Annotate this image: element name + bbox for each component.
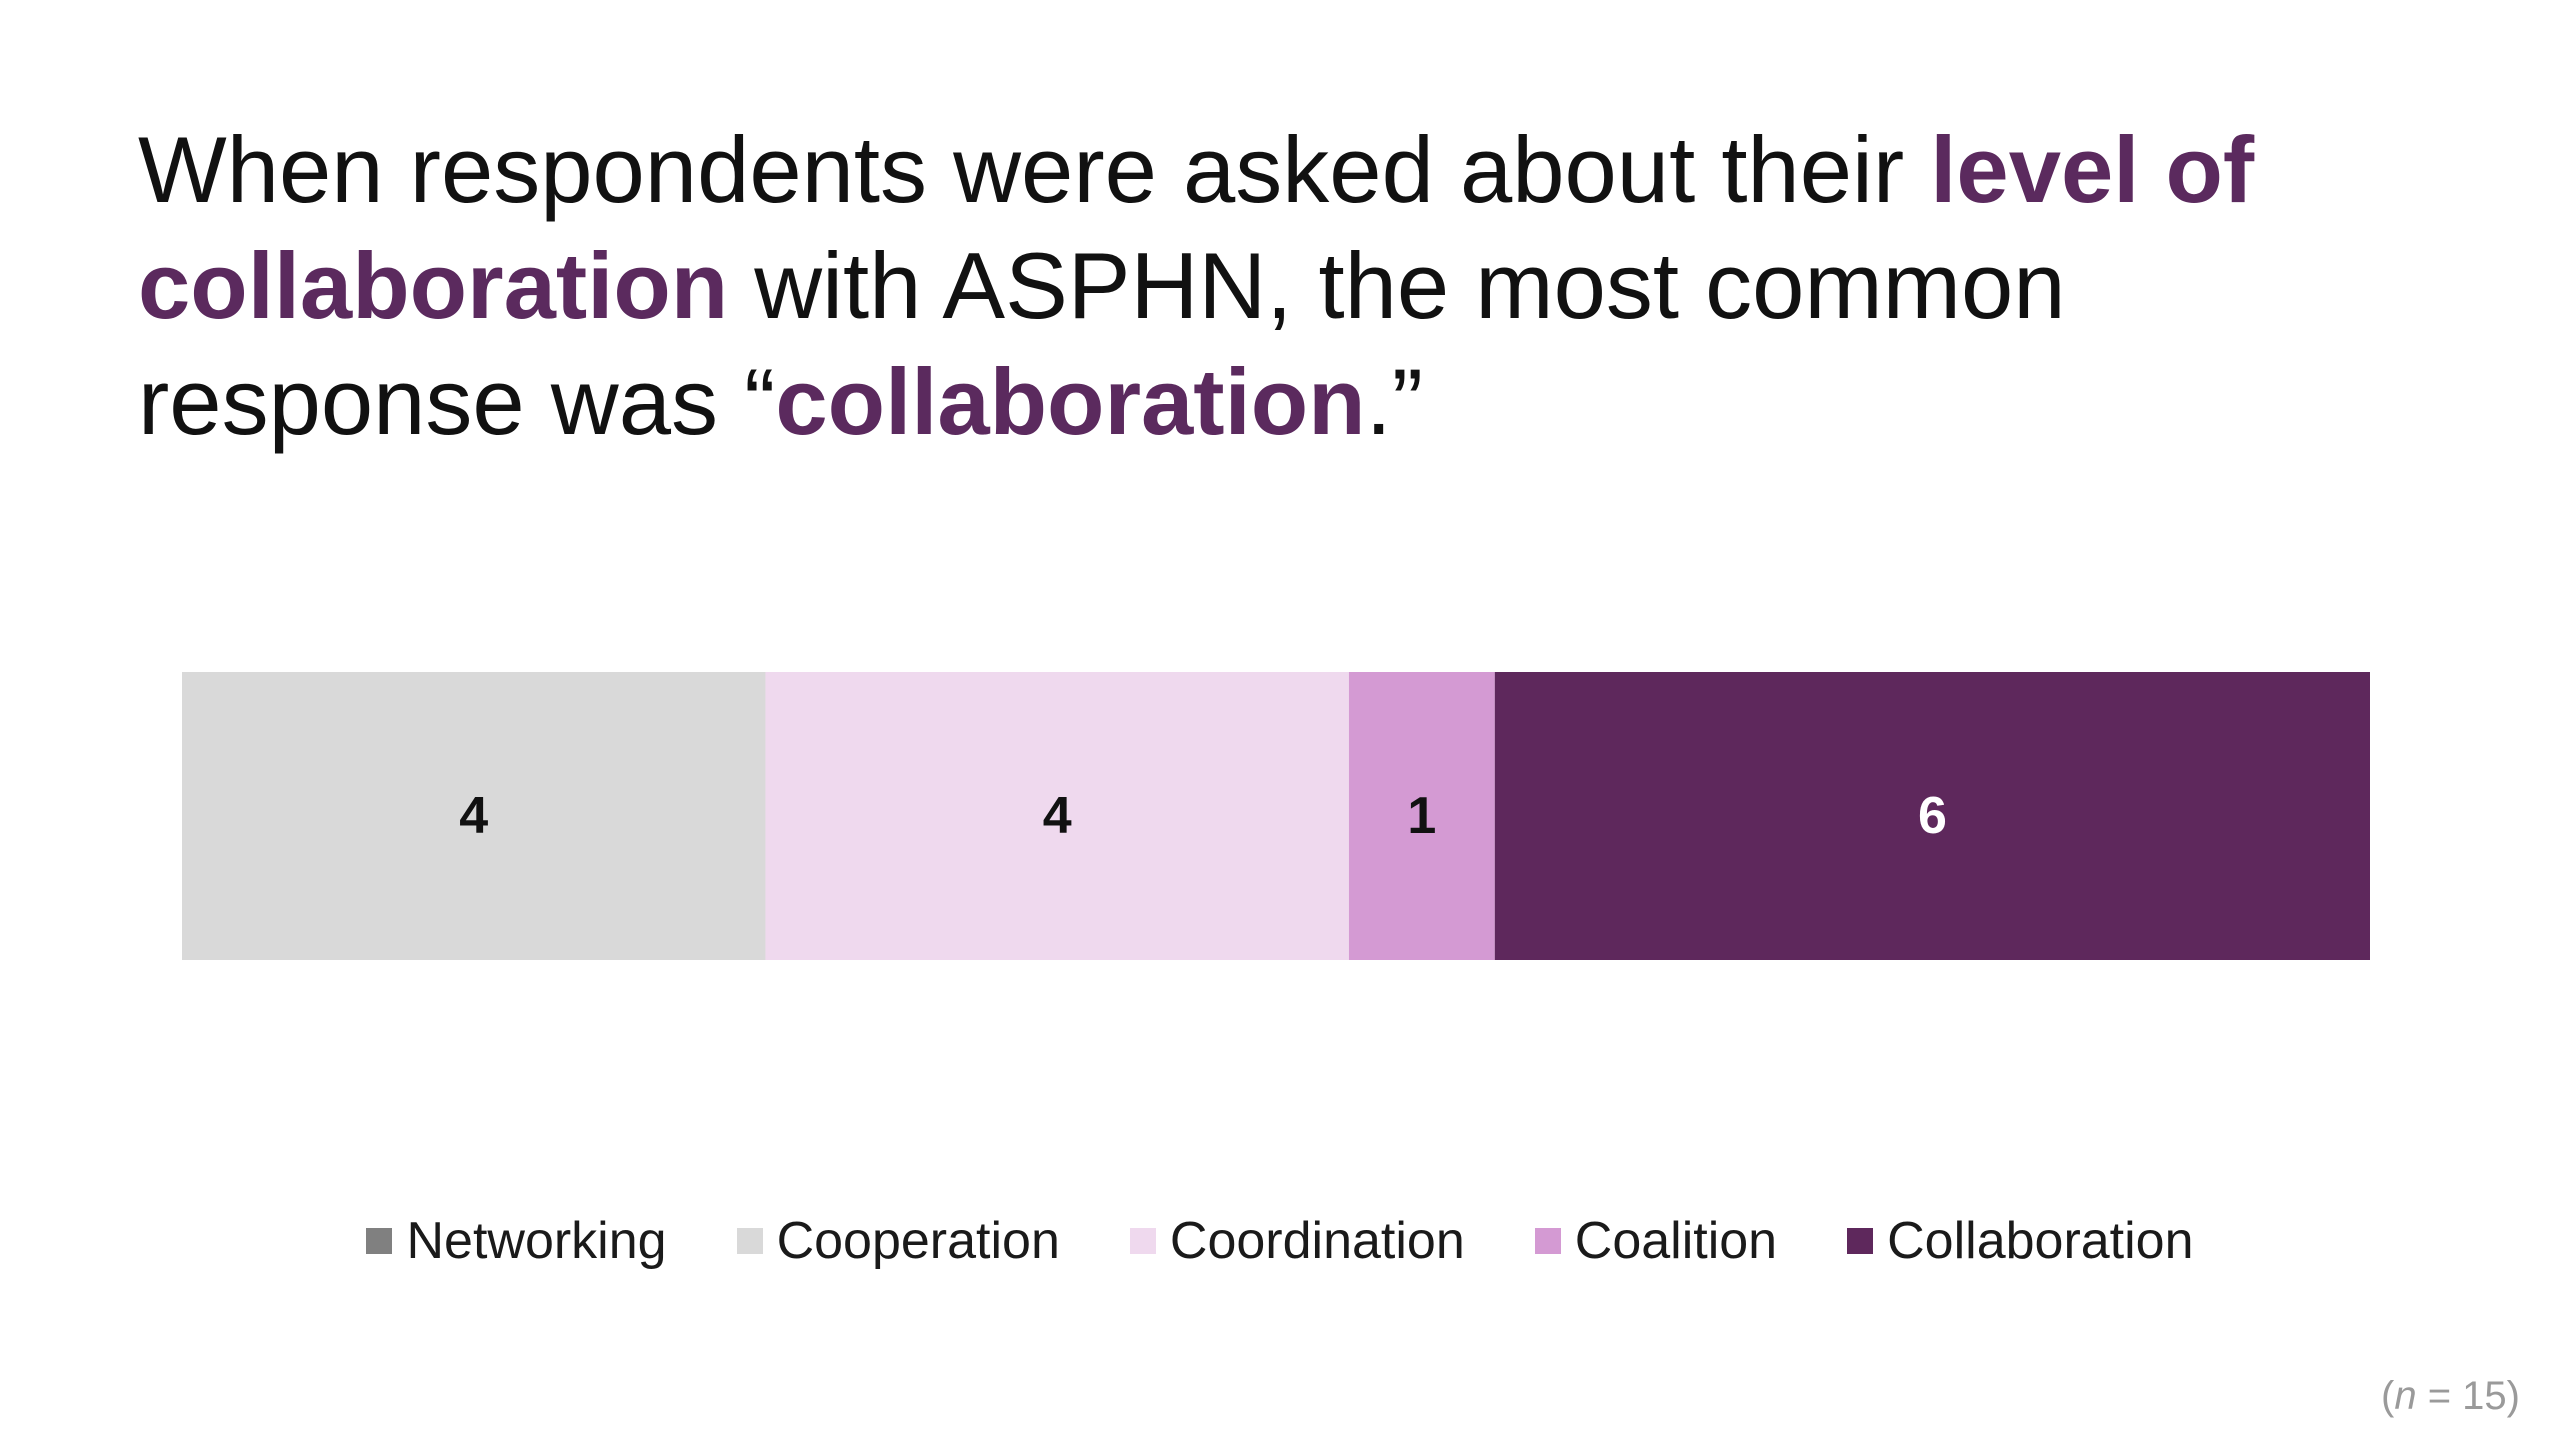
- legend-item-networking: Networking: [366, 1211, 667, 1271]
- legend-label-coalition: Coalition: [1574, 1212, 1778, 1270]
- headline-text-2: with ASPHN, the most common response was…: [138, 233, 2066, 454]
- bar-segments: 4 4 1 6: [182, 672, 2370, 960]
- bar-segment-cooperation: [182, 672, 766, 960]
- footnote-open: (: [2381, 1374, 2395, 1418]
- footnote-n-symbol: n: [2394, 1374, 2417, 1418]
- legend-swatch-coordination: [1129, 1228, 1156, 1254]
- data-label-coordination: 4: [1043, 787, 1072, 845]
- legend-item-coalition: Coalition: [1534, 1211, 1778, 1271]
- headline-highlight-collaboration: collaboration: [775, 349, 1366, 454]
- legend-swatch-cooperation: [736, 1228, 763, 1254]
- page-title: When respondents were asked about their …: [138, 112, 2438, 460]
- sample-size-note: (n = 15): [2381, 1374, 2520, 1419]
- legend-item-coordination: Coordination: [1129, 1211, 1465, 1271]
- footnote-rest: = 15): [2416, 1374, 2520, 1418]
- legend-label-cooperation: Cooperation: [776, 1212, 1060, 1270]
- data-label-collaboration: 6: [1918, 787, 1947, 845]
- legend-label-collaboration: Collaboration: [1887, 1212, 2194, 1270]
- bar-segment-collaboration: [1494, 672, 2370, 960]
- headline-text-1: When respondents were asked about their: [138, 117, 1931, 222]
- legend-swatch-collaboration: [1847, 1228, 1874, 1254]
- legend-item-cooperation: Cooperation: [736, 1211, 1060, 1271]
- legend-label-networking: Networking: [406, 1212, 667, 1270]
- legend-swatch-coalition: [1534, 1228, 1561, 1254]
- data-label-coalition: 1: [1407, 787, 1436, 845]
- legend-label-coordination: Coordination: [1169, 1212, 1465, 1270]
- legend-swatch-networking: [366, 1228, 393, 1254]
- bar-segment-coalition: [1348, 672, 1495, 960]
- data-label-cooperation: 4: [459, 787, 488, 845]
- legend-item-collaboration: Collaboration: [1847, 1211, 2194, 1271]
- bar-segment-coordination: [765, 672, 1349, 960]
- headline-text-3: .”: [1365, 349, 1423, 454]
- headline-highlight-level-of-collaboration: level of collaboration: [138, 117, 2255, 338]
- chart-legend: Networking Cooperation Coordination Coaliti…: [0, 1206, 2560, 1276]
